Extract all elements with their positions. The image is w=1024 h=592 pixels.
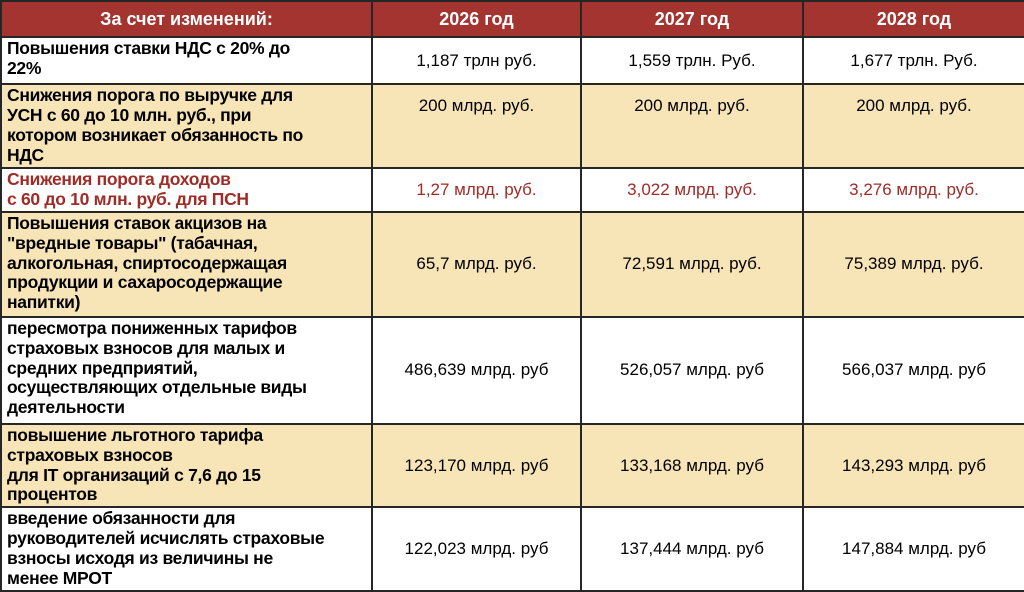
header-year-cell-2027: 2027 год — [580, 0, 804, 38]
header-year-cell-2026: 2026 год — [371, 0, 582, 38]
table-row: Снижения порога по выручке для УСН с 60 … — [0, 83, 1024, 169]
value-cell-2026: 65,7 млрд. руб. — [371, 210, 582, 318]
header-label-cell: За счет изменений: — [0, 0, 373, 38]
value-cell-2028: 147,884 млрд. руб — [802, 506, 1024, 592]
value-cell-2027: 133,168 млрд. руб — [580, 422, 804, 509]
value-cell-2026: 1,187 трлн руб. — [371, 36, 582, 85]
header-year-cell-2028: 2028 год — [802, 0, 1024, 38]
value-cell-2027: 72,591 млрд. руб. — [580, 210, 804, 318]
value-cell-2027: 1,559 трлн. Руб. — [580, 36, 804, 85]
row-label-cell: Повышения ставки НДС с 20% до 22% — [0, 36, 373, 85]
value-cell-2027: 137,444 млрд. руб — [580, 506, 804, 592]
table-body: Повышения ставки НДС с 20% до 22% 1,187 т… — [0, 36, 1024, 592]
table-row: пересмотра пониженных тарифов страховых … — [0, 315, 1024, 425]
value-cell-2026: 123,170 млрд. руб — [371, 422, 582, 509]
row-label-cell: введение обязанности для руководителей и… — [0, 506, 373, 592]
value-cell-2028: 200 млрд. руб. — [802, 83, 1024, 169]
value-cell-2028: 75,389 млрд. руб. — [802, 210, 1024, 318]
row-label-cell: повышение льготного тарифа страховых взн… — [0, 422, 373, 509]
header-row: За счет изменений: 2026 год 2027 год 2028 … — [0, 0, 1024, 38]
row-label-cell: пересмотра пониженных тарифов страховых … — [0, 315, 373, 425]
table-row: введение обязанности для руководителей и… — [0, 506, 1024, 592]
value-cell-2028: 566,037 млрд. руб — [802, 315, 1024, 425]
value-cell-2028: 3,276 млрд. руб. — [802, 166, 1024, 213]
value-cell-2026: 486,639 млрд. руб — [371, 315, 582, 425]
row-label-cell: Снижения порога по выручке для УСН с 60 … — [0, 83, 373, 169]
value-cell-2027: 200 млрд. руб. — [580, 83, 804, 169]
value-cell-2026: 200 млрд. руб. — [371, 83, 582, 169]
value-cell-2026: 122,023 млрд. руб — [371, 506, 582, 592]
table-row: Снижения порога доходов с 60 до 10 млн. … — [0, 166, 1024, 213]
table-row: Повышения ставок акцизов на "вредные тов… — [0, 210, 1024, 318]
table-row: Повышения ставки НДС с 20% до 22% 1,187 т… — [0, 36, 1024, 85]
value-cell-2027: 3,022 млрд. руб. — [580, 166, 804, 213]
row-label-cell: Повышения ставок акцизов на "вредные тов… — [0, 210, 373, 318]
value-cell-2028: 1,677 трлн. Руб. — [802, 36, 1024, 85]
row-label-cell: Снижения порога доходов с 60 до 10 млн. … — [0, 166, 373, 213]
value-cell-2026: 1,27 млрд. руб. — [371, 166, 582, 213]
value-cell-2027: 526,057 млрд. руб — [580, 315, 804, 425]
table-row: повышение льготного тарифа страховых взн… — [0, 422, 1024, 509]
value-cell-2028: 143,293 млрд. руб — [802, 422, 1024, 509]
